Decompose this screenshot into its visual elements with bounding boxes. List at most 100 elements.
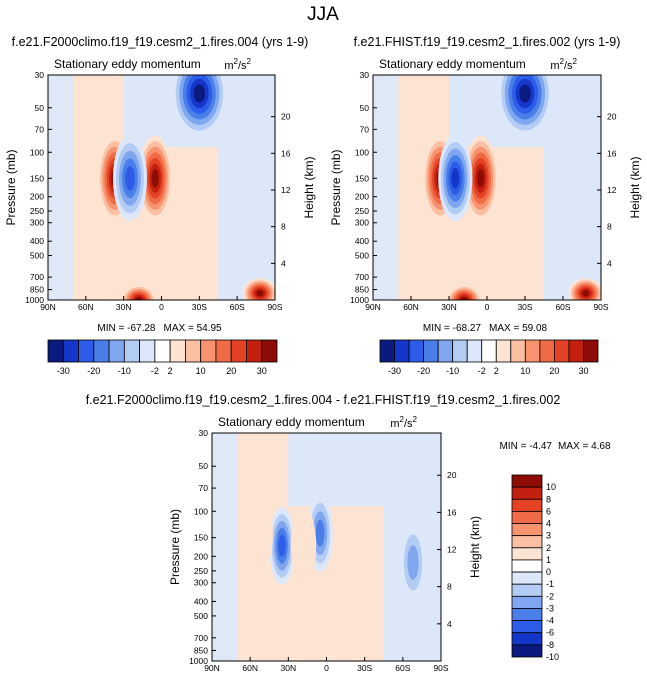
- y-tick-label: 30: [360, 70, 370, 80]
- x-tick-label: 90S: [593, 302, 608, 312]
- chart-panel-2: f.e21.FHIST.f19_f19.cesm2_1.fires.002 (y…: [329, 35, 642, 334]
- x-tick-label: 30N: [116, 302, 132, 312]
- y-tick-label: 700: [355, 272, 369, 282]
- contour-region: [315, 519, 325, 547]
- y-tick-label: 850: [355, 285, 369, 295]
- colorbar-swatch: [495, 339, 512, 363]
- x-tick-label: 90N: [204, 663, 220, 673]
- colorbar-swatch: [481, 339, 497, 363]
- x-tick-label: 60N: [242, 663, 258, 673]
- colorbar-label: 6: [546, 506, 551, 516]
- colorbar-swatch: [78, 339, 95, 363]
- colorbar-swatch: [261, 339, 278, 363]
- colorbar-swatch: [437, 339, 454, 363]
- colorbar-label: 1: [546, 555, 551, 565]
- min-label: MIN = -68.27: [423, 323, 482, 334]
- colorbar-label: 0: [546, 567, 551, 577]
- x-tick-label: 30N: [281, 663, 297, 673]
- y-tick-label: 50: [35, 103, 45, 113]
- colorbar-swatch: [246, 339, 263, 363]
- colorbar-swatch: [452, 339, 468, 363]
- colorbar-label: -30: [388, 366, 401, 376]
- x-tick-label: 0: [324, 663, 329, 673]
- x-tick-label: 30S: [357, 663, 372, 673]
- min-label: MIN = -67.28: [97, 323, 156, 334]
- field-band: [218, 75, 275, 300]
- panels: f.e21.F2000climo.f19_f19.cesm2_1.fires.0…: [4, 35, 642, 673]
- contour-region: [135, 296, 143, 300]
- field-band: [544, 75, 601, 300]
- y-tick-label: 850: [194, 645, 208, 655]
- y-tick-label: 50: [199, 461, 209, 471]
- colorbar-label: 10: [520, 366, 530, 376]
- y-tick-label: 400: [355, 236, 369, 246]
- contour-region: [247, 494, 273, 572]
- field-band: [288, 433, 384, 506]
- max-label: MAX = 4.68: [558, 441, 611, 452]
- y-tick-label: 100: [355, 147, 369, 157]
- height-tick-label: 4: [281, 258, 286, 268]
- y-tick-label: 200: [355, 192, 369, 202]
- colorbar-swatch: [568, 339, 584, 363]
- units-mid: /s: [238, 60, 247, 72]
- height-tick-label: 8: [281, 222, 286, 232]
- colorbar-swatch: [200, 339, 217, 363]
- colorbar-label: 10: [546, 482, 556, 492]
- colorbar-label: -20: [87, 366, 100, 376]
- colorbar-swatch: [93, 339, 110, 363]
- height-tick-label: 12: [281, 185, 291, 195]
- y-tick-label: 150: [30, 173, 44, 183]
- colorbar-label: 2: [168, 366, 173, 376]
- colorbar-label: -10: [446, 366, 459, 376]
- colorbar-1: -30 -20 -10 -2 2 10 20 30: [47, 339, 278, 376]
- units-base: m: [224, 60, 233, 72]
- panel-units: m2/s2: [550, 57, 577, 72]
- colorbar-swatch: [230, 339, 247, 363]
- contour-region: [291, 507, 317, 585]
- colorbar-swatch: [215, 339, 232, 363]
- y-tick-label: 1000: [25, 295, 44, 305]
- y-tick-label: 70: [35, 124, 45, 134]
- contour-region: [125, 166, 135, 191]
- y-tick-label: 150: [355, 173, 369, 183]
- y-tick-label: 400: [30, 236, 44, 246]
- colorbar-label: -30: [57, 366, 70, 376]
- colorbar-swatch: [511, 571, 543, 585]
- colorbar-label: 4: [546, 519, 551, 529]
- x-tick-label: 0: [159, 302, 164, 312]
- chart-panel-3: f.e21.F2000climo.f19_f19.cesm2_1.fires.0…: [86, 393, 611, 673]
- x-tick-label: 0: [485, 302, 490, 312]
- height-tick-label: 16: [447, 507, 457, 517]
- x-tick-label: 30S: [517, 302, 532, 312]
- height-tick-label: 20: [447, 470, 457, 480]
- colorbar-label: -1: [546, 579, 554, 589]
- units-mid: /s: [564, 60, 573, 72]
- y-axis-title-right: Height (km): [628, 156, 642, 218]
- y-tick-label: 200: [194, 551, 208, 561]
- y-tick-label: 150: [194, 533, 208, 543]
- contour-region: [193, 84, 206, 103]
- colorbar-swatch: [511, 510, 543, 524]
- height-tick-label: 16: [281, 148, 291, 158]
- y-tick-label: 850: [30, 285, 44, 295]
- field-band: [212, 433, 238, 661]
- colorbar-swatch: [379, 339, 395, 363]
- x-tick-label: 90S: [267, 302, 282, 312]
- contour-region: [519, 84, 531, 103]
- page-title: JJA: [307, 4, 339, 25]
- min-label: MIN = -4.47: [499, 441, 552, 452]
- colorbar-label: -20: [417, 366, 430, 376]
- x-tick-label: 60S: [555, 302, 570, 312]
- y-tick-label: 70: [360, 124, 370, 134]
- chart-panel-1: f.e21.F2000climo.f19_f19.cesm2_1.fires.0…: [4, 35, 316, 334]
- colorbar-swatch: [511, 523, 543, 537]
- colorbar-swatch: [511, 535, 543, 549]
- y-axis-title-right: Height (km): [468, 516, 482, 578]
- colorbar-label: 20: [549, 366, 559, 376]
- panel-units: m2/s2: [224, 57, 251, 72]
- colorbar-swatch: [511, 632, 543, 646]
- colorbar-label: -2: [478, 366, 486, 376]
- height-tick-label: 16: [607, 148, 617, 158]
